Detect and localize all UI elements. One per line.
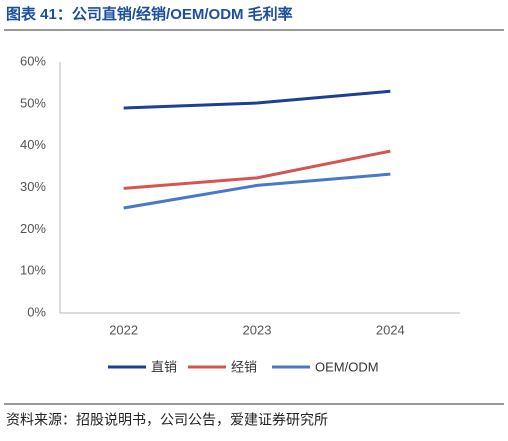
series-line bbox=[123, 89, 391, 110]
legend-label: 经销 bbox=[231, 359, 257, 374]
source: 资料来源：招股说明书，公司公告，爱建证券研究所 bbox=[6, 412, 328, 428]
x-tick-label: 2023 bbox=[243, 322, 272, 337]
y-tick-label: 10% bbox=[20, 263, 46, 278]
series-line bbox=[123, 149, 391, 190]
series-line bbox=[123, 172, 391, 210]
y-tick-label: 20% bbox=[20, 221, 46, 236]
x-tick-label: 2024 bbox=[376, 322, 405, 337]
legend-label: 直销 bbox=[151, 359, 177, 374]
chart-title: 图表 41：公司直销/经销/OEM/ODM 毛利率 bbox=[6, 5, 293, 23]
y-tick-label: 40% bbox=[20, 137, 46, 152]
y-tick-label: 0% bbox=[27, 304, 46, 319]
x-tick-label: 2022 bbox=[109, 322, 138, 337]
y-tick-label: 60% bbox=[20, 53, 46, 68]
legend-label: OEM/ODM bbox=[315, 359, 379, 374]
y-tick-label: 30% bbox=[20, 179, 46, 194]
y-tick-label: 50% bbox=[20, 95, 46, 110]
